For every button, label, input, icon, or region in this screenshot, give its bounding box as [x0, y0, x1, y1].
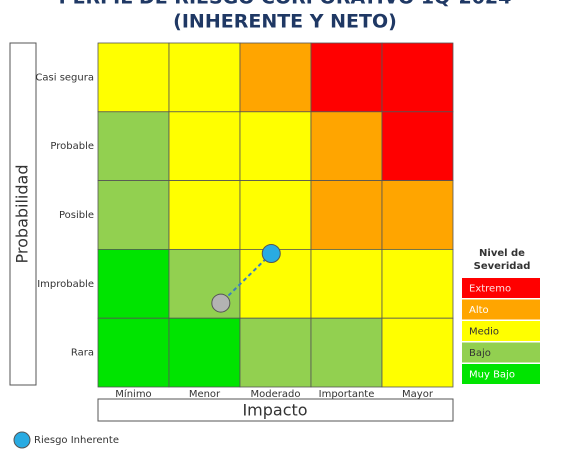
matrix-cell — [97, 111, 170, 182]
y-tick-label: Probable — [50, 141, 94, 152]
matrix-cell — [168, 42, 241, 113]
risk-point — [211, 293, 231, 313]
matrix-cell — [381, 180, 454, 250]
matrix-cell — [97, 180, 170, 250]
x-axis-label: Impacto — [242, 401, 307, 420]
matrix-cell — [310, 317, 383, 388]
severity-label: Extremo — [469, 284, 511, 295]
severity-title: Nivel de Severidad — [474, 248, 531, 272]
matrix-cell — [239, 111, 312, 182]
severity-label: Alto — [469, 305, 489, 316]
matrix-cell — [168, 180, 241, 250]
matrix-cell — [239, 317, 312, 388]
matrix-cell — [310, 248, 383, 319]
matrix-cell — [381, 248, 454, 319]
y-label-box — [9, 42, 37, 386]
x-tick-label: Moderado — [251, 389, 301, 400]
matrix-cell — [97, 248, 170, 319]
severity-swatch — [462, 321, 540, 341]
severity-swatch — [462, 299, 540, 320]
y-tick-label: Improbable — [37, 279, 94, 290]
x-tick-label: Mayor — [402, 389, 434, 400]
matrix-cell — [310, 180, 383, 250]
connector — [220, 252, 272, 304]
matrix-cell — [381, 42, 454, 113]
y-axis-label: Probabilidad — [13, 165, 32, 264]
matrix-cell — [381, 317, 454, 388]
x-tick-label: Menor — [189, 389, 221, 400]
y-tick-label: Posible — [59, 210, 94, 221]
legend-marker — [13, 431, 31, 449]
matrix-cell — [168, 248, 241, 319]
matrix-cell — [239, 42, 312, 113]
matrix-cell — [97, 42, 170, 113]
chart-title: PERFIL DE RIESGO CORPORATIVO 1Q-2024 — [59, 0, 512, 9]
matrix-cell — [168, 111, 241, 182]
matrix-cell — [168, 317, 241, 388]
severity-label: Medio — [469, 327, 499, 338]
matrix-cell — [310, 111, 383, 182]
matrix-cell — [381, 111, 454, 182]
x-label-box — [97, 398, 454, 422]
severity-swatch — [462, 364, 540, 384]
matrix-cell — [310, 42, 383, 113]
y-tick-label: Rara — [71, 348, 94, 359]
severity-swatch — [462, 278, 540, 298]
severity-swatch — [462, 342, 540, 363]
severity-label: Bajo — [469, 348, 491, 359]
x-tick-label: Importante — [319, 389, 375, 400]
matrix-cell — [239, 180, 312, 250]
risk-point — [261, 244, 281, 264]
legend-label: Riesgo Inherente — [34, 435, 119, 446]
chart-subtitle: (INHERENTE Y NETO) — [173, 11, 397, 33]
y-tick-label: Casi segura — [35, 72, 94, 83]
matrix-cell — [97, 317, 170, 388]
severity-label: Muy Bajo — [469, 370, 515, 381]
x-tick-label: Mínimo — [115, 388, 151, 400]
